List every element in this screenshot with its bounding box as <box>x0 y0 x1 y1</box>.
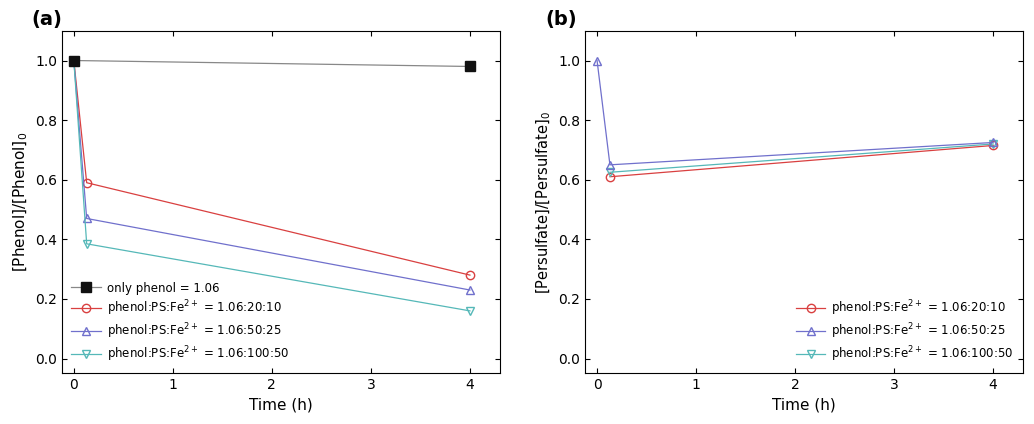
phenol:PS:Fe$^{2+}$ = 1.06:20:10 <box>463 273 476 278</box>
phenol:PS:Fe$^{2+}$ = 1.06:50:25 <box>463 287 476 293</box>
phenol:PS:Fe$^{2+}$ = 1.06:100:50 <box>81 241 93 246</box>
phenol:PS:Fe$^{2+}$ = 1.06:20:10 <box>67 58 80 63</box>
Legend: phenol:PS:Fe$^{2+}$ = 1.06:20:10, phenol:PS:Fe$^{2+}$ = 1.06:50:25, phenol:PS:Fe: phenol:PS:Fe$^{2+}$ = 1.06:20:10, phenol… <box>792 295 1017 368</box>
Legend: only phenol = 1.06, phenol:PS:Fe$^{2+}$ = 1.06:20:10, phenol:PS:Fe$^{2+}$ = 1.06: only phenol = 1.06, phenol:PS:Fe$^{2+}$ … <box>68 278 293 368</box>
Line: phenol:PS:Fe$^{2+}$ = 1.06:50:25: phenol:PS:Fe$^{2+}$ = 1.06:50:25 <box>592 56 998 169</box>
phenol:PS:Fe$^{2+}$ = 1.06:20:10 <box>81 180 93 185</box>
Text: (a): (a) <box>31 10 62 29</box>
Line: phenol:PS:Fe$^{2+}$ = 1.06:20:10: phenol:PS:Fe$^{2+}$ = 1.06:20:10 <box>69 56 475 279</box>
Line: phenol:PS:Fe$^{2+}$ = 1.06:50:25: phenol:PS:Fe$^{2+}$ = 1.06:50:25 <box>69 56 475 294</box>
phenol:PS:Fe$^{2+}$ = 1.06:50:25 <box>604 162 616 167</box>
phenol:PS:Fe$^{2+}$ = 1.06:100:50 <box>67 58 80 63</box>
X-axis label: Time (h): Time (h) <box>772 398 835 413</box>
Y-axis label: [Phenol]/[Phenol]$_0$: [Phenol]/[Phenol]$_0$ <box>11 132 30 272</box>
Y-axis label: [Persulfate]/[Persulfate]$_0$: [Persulfate]/[Persulfate]$_0$ <box>535 111 553 293</box>
phenol:PS:Fe$^{2+}$ = 1.06:50:25 <box>67 58 80 63</box>
phenol:PS:Fe$^{2+}$ = 1.06:50:25 <box>987 140 1000 145</box>
Text: (b): (b) <box>546 10 577 29</box>
phenol:PS:Fe$^{2+}$ = 1.06:50:25 <box>590 58 603 63</box>
phenol:PS:Fe$^{2+}$ = 1.06:50:25 <box>81 216 93 221</box>
Line: phenol:PS:Fe$^{2+}$ = 1.06:100:50: phenol:PS:Fe$^{2+}$ = 1.06:100:50 <box>69 56 475 315</box>
X-axis label: Time (h): Time (h) <box>249 398 312 413</box>
phenol:PS:Fe$^{2+}$ = 1.06:100:50 <box>463 308 476 313</box>
